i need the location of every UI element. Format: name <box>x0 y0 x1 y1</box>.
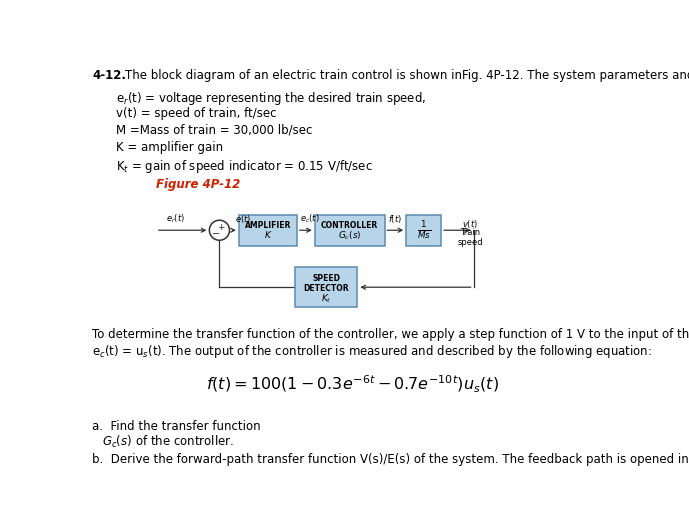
Text: $f(t) = 100(1 - 0.3e^{-6t} - 0.7e^{-10t})u_s(t)$: $f(t) = 100(1 - 0.3e^{-6t} - 0.7e^{-10t}… <box>206 374 500 395</box>
Text: e$_c$(t) = u$_s$(t). The output of the controller is measured and described by t: e$_c$(t) = u$_s$(t). The output of the c… <box>92 343 652 360</box>
Text: SPEED: SPEED <box>312 274 340 283</box>
Text: K$_t$ = gain of speed indicator = 0.15 V/ft/sec: K$_t$ = gain of speed indicator = 0.15 V… <box>116 158 372 175</box>
Text: speed: speed <box>457 238 484 247</box>
Text: v(t) = speed of train, ft/sec: v(t) = speed of train, ft/sec <box>116 107 276 120</box>
Text: b.  Derive the forward-path transfer function V(s)/E(s) of the system. The feedb: b. Derive the forward-path transfer func… <box>92 453 689 466</box>
Text: $K_t$: $K_t$ <box>321 292 331 305</box>
Text: M =Mass of train = 30,000 lb/sec: M =Mass of train = 30,000 lb/sec <box>116 124 312 137</box>
Text: $\frac{1}{Ms}$: $\frac{1}{Ms}$ <box>417 220 431 241</box>
Text: $e(t)$: $e(t)$ <box>235 213 251 225</box>
Text: To determine the transfer function of the controller, we apply a step function o: To determine the transfer function of th… <box>92 328 689 341</box>
Bar <box>315 215 384 245</box>
Text: $e_c(t)$: $e_c(t)$ <box>300 212 320 225</box>
Text: $G_c(s)$: $G_c(s)$ <box>338 230 362 242</box>
Circle shape <box>209 220 229 240</box>
Text: AMPLIFIER: AMPLIFIER <box>245 221 291 230</box>
Bar <box>296 267 358 307</box>
Text: Figure 4P-12: Figure 4P-12 <box>156 178 240 191</box>
Text: +: + <box>217 224 225 232</box>
Text: K: K <box>265 231 271 240</box>
Text: $f(t)$: $f(t)$ <box>388 213 402 225</box>
Text: DETECTOR: DETECTOR <box>304 283 349 293</box>
Text: $e_r(t)$: $e_r(t)$ <box>166 212 185 225</box>
Bar <box>239 215 297 245</box>
Text: K = amplifier gain: K = amplifier gain <box>116 141 223 154</box>
Text: e$_r$(t) = voltage representing the desired train speed,: e$_r$(t) = voltage representing the desi… <box>116 90 426 107</box>
Text: The block diagram of an electric train control is shown inFig. 4P-12. The system: The block diagram of an electric train c… <box>125 68 689 82</box>
Text: a.  Find the transfer function: a. Find the transfer function <box>92 420 261 433</box>
Text: $G_c(s)$ of the controller.: $G_c(s)$ of the controller. <box>101 434 234 450</box>
Text: 4-12.: 4-12. <box>92 68 126 82</box>
Bar <box>407 215 441 245</box>
Text: −: − <box>212 229 220 239</box>
Text: Train: Train <box>460 228 481 237</box>
Text: $v(t)$: $v(t)$ <box>462 218 479 230</box>
Text: CONTROLLER: CONTROLLER <box>321 221 378 230</box>
